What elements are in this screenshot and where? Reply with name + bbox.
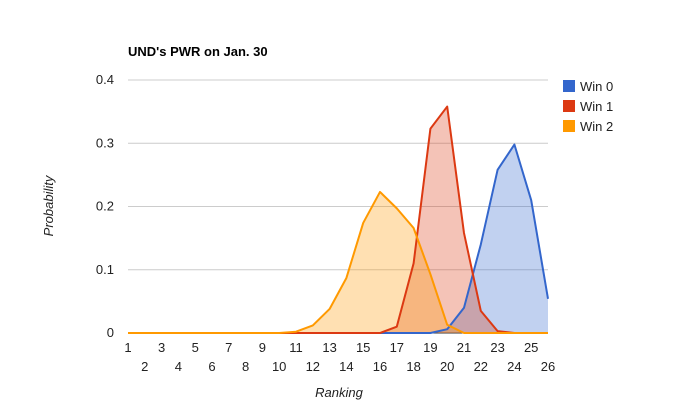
y-tick-label: 0.4 (96, 72, 114, 87)
x-tick-label: 20 (440, 359, 454, 374)
series-areas (128, 106, 548, 333)
x-tick-label: 10 (272, 359, 286, 374)
x-tick-label: 24 (507, 359, 521, 374)
legend-swatch (563, 80, 575, 92)
x-tick-label: 15 (356, 340, 370, 355)
y-tick-label: 0 (107, 325, 114, 340)
y-tick-label: 0.3 (96, 135, 114, 150)
x-tick-label: 25 (524, 340, 538, 355)
series-lines (128, 105, 549, 334)
legend-label: Win 2 (580, 119, 613, 134)
x-tick-label: 22 (474, 359, 488, 374)
x-tick-label: 3 (158, 340, 165, 355)
series-area (128, 144, 548, 333)
x-tick-label: 11 (289, 340, 303, 355)
x-tick-label: 17 (390, 340, 404, 355)
x-axis-title: Ranking (315, 385, 363, 400)
x-axis-tick-labels: 1234567891011121314151617181920212223242… (124, 340, 555, 374)
x-tick-label: 8 (242, 359, 249, 374)
x-tick-label: 26 (541, 359, 555, 374)
x-tick-label: 5 (192, 340, 199, 355)
y-axis-title: Probability (41, 174, 56, 236)
x-tick-label: 9 (259, 340, 266, 355)
series-area (128, 106, 548, 333)
y-axis-tick-labels: 0 0.1 0.2 0.3 0.4 (96, 72, 114, 340)
x-tick-label: 2 (141, 359, 148, 374)
y-tick-label: 0.1 (96, 262, 114, 277)
series-line (128, 190, 548, 334)
legend-label: Win 0 (580, 79, 613, 94)
x-tick-label: 18 (406, 359, 420, 374)
x-tick-label: 16 (373, 359, 387, 374)
x-tick-label: 13 (322, 340, 336, 355)
chart-title: UND's PWR on Jan. 30 (128, 44, 268, 59)
legend-label: Win 1 (580, 99, 613, 114)
x-tick-label: 1 (124, 340, 131, 355)
x-tick-label: 7 (225, 340, 232, 355)
x-tick-label: 4 (175, 359, 182, 374)
x-tick-label: 14 (339, 359, 353, 374)
legend: Win 0 Win 1 Win 2 (563, 79, 613, 134)
legend-swatch (563, 100, 575, 112)
x-tick-label: 12 (306, 359, 320, 374)
x-tick-label: 23 (490, 340, 504, 355)
series-area (128, 191, 548, 333)
legend-swatch (563, 120, 575, 132)
x-tick-label: 6 (208, 359, 215, 374)
y-tick-label: 0.2 (96, 199, 114, 214)
x-tick-label: 21 (457, 340, 471, 355)
x-tick-label: 19 (423, 340, 437, 355)
